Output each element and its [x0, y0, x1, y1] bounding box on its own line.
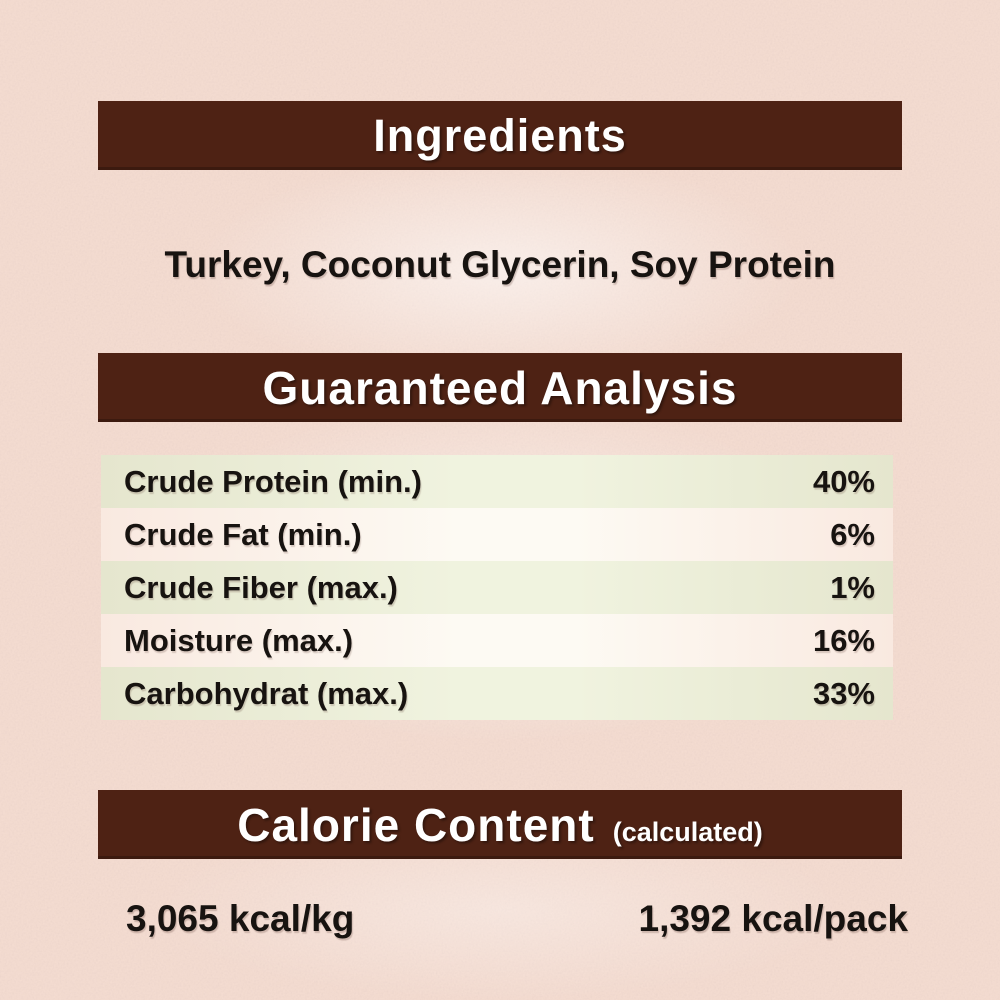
row-value: 1%: [830, 569, 875, 605]
row-value: 6%: [830, 516, 875, 552]
guaranteed-analysis-header-bar: Guaranteed Analysis: [98, 353, 902, 422]
calorie-content-subtitle: (calculated): [612, 816, 763, 847]
row-value: 40%: [812, 463, 875, 499]
row-value: 33%: [812, 675, 875, 711]
ingredients-title: Ingredients: [373, 109, 627, 161]
table-row: Crude Fat (min.) 6%: [101, 508, 893, 561]
row-label: Crude Fat (min.): [124, 516, 362, 552]
calorie-header-group: Calorie Content (calculated): [237, 798, 763, 852]
calorie-values-line: 3,065 kcal/kg 1,392 kcal/pack: [98, 898, 908, 940]
calorie-content-header-bar: Calorie Content (calculated): [98, 790, 902, 859]
guaranteed-analysis-title: Guaranteed Analysis: [262, 361, 738, 414]
row-label: Crude Fiber (max.): [124, 569, 398, 605]
table-row: Crude Fiber (max.) 1%: [101, 561, 893, 614]
row-label: Moisture (max.): [124, 622, 354, 658]
row-value: 16%: [812, 622, 875, 658]
ingredients-list: Turkey, Coconut Glycerin, Soy Protein: [164, 244, 836, 285]
ingredients-header-bar: Ingredients: [98, 101, 902, 170]
row-label: Crude Protein (min.): [124, 463, 422, 499]
calorie-content-title: Calorie Content: [237, 798, 595, 851]
table-row: Crude Protein (min.) 40%: [101, 455, 893, 508]
kcal-per-pack: 1,392 kcal/pack: [638, 898, 909, 939]
table-row: Moisture (max.) 16%: [101, 614, 893, 667]
table-row: Carbohydrat (max.) 33%: [101, 667, 893, 720]
guaranteed-analysis-table: Crude Protein (min.) 40% Crude Fat (min.…: [101, 455, 893, 720]
row-label: Carbohydrat (max.): [124, 675, 409, 711]
kcal-per-kg: 3,065 kcal/kg: [126, 898, 355, 939]
